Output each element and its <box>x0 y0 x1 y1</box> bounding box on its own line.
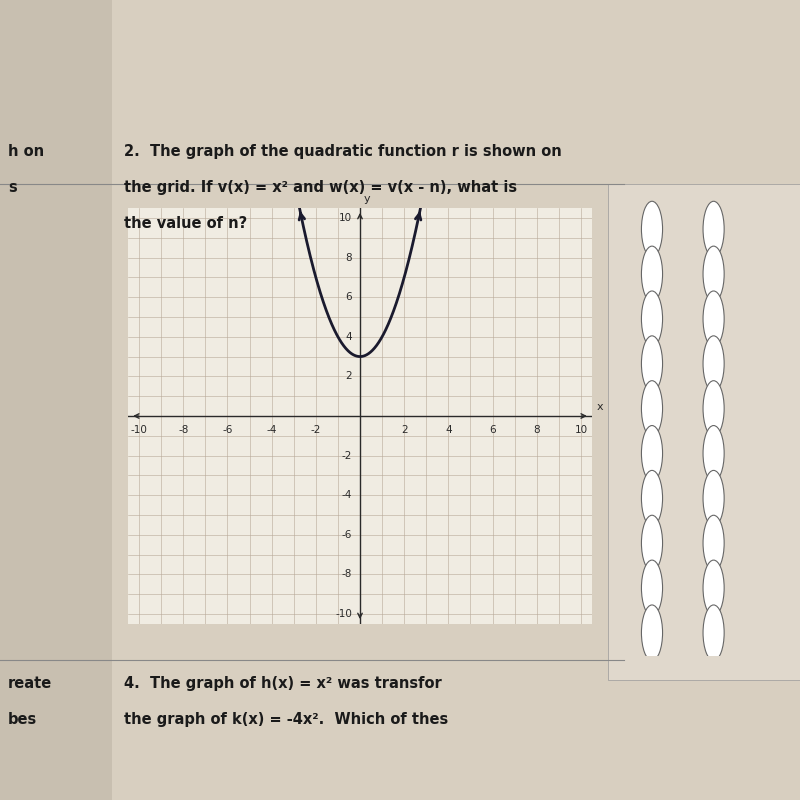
Text: 4: 4 <box>445 425 452 435</box>
Circle shape <box>642 560 662 616</box>
Text: h on: h on <box>8 144 44 159</box>
Text: -4: -4 <box>342 490 352 500</box>
Text: 6: 6 <box>346 292 352 302</box>
Text: 10: 10 <box>574 425 587 435</box>
Text: 10: 10 <box>339 213 352 223</box>
Text: 2.  The graph of the quadratic function r is shown on: 2. The graph of the quadratic function r… <box>124 144 562 159</box>
Text: -2: -2 <box>342 450 352 461</box>
Text: -10: -10 <box>130 425 147 435</box>
Text: s: s <box>8 180 17 195</box>
Text: -4: -4 <box>266 425 277 435</box>
Text: 4.  The graph of h(x) = x² was transfor: 4. The graph of h(x) = x² was transfor <box>124 676 442 691</box>
Circle shape <box>703 470 724 526</box>
Circle shape <box>642 336 662 391</box>
Circle shape <box>703 381 724 436</box>
Text: -10: -10 <box>335 609 352 619</box>
Circle shape <box>703 336 724 391</box>
Text: the grid. If v(x) = x² and w(x) = v(x - n), what is: the grid. If v(x) = x² and w(x) = v(x - … <box>124 180 517 195</box>
Text: x: x <box>597 402 603 412</box>
Text: 6: 6 <box>490 425 496 435</box>
Text: -8: -8 <box>342 570 352 579</box>
Circle shape <box>642 202 662 257</box>
Text: -2: -2 <box>310 425 321 435</box>
Text: 2: 2 <box>346 371 352 382</box>
Circle shape <box>703 291 724 346</box>
Text: -6: -6 <box>222 425 233 435</box>
Text: 4: 4 <box>346 332 352 342</box>
Circle shape <box>642 246 662 302</box>
Text: 2: 2 <box>401 425 407 435</box>
Text: -6: -6 <box>342 530 352 540</box>
Circle shape <box>642 515 662 571</box>
Circle shape <box>703 426 724 482</box>
Circle shape <box>703 202 724 257</box>
Circle shape <box>703 246 724 302</box>
Circle shape <box>703 560 724 616</box>
Text: 8: 8 <box>534 425 540 435</box>
Circle shape <box>703 515 724 571</box>
Circle shape <box>642 426 662 482</box>
Text: bes: bes <box>8 712 38 727</box>
Circle shape <box>642 291 662 346</box>
Circle shape <box>642 605 662 661</box>
Text: reate: reate <box>8 676 52 691</box>
Text: the graph of k(x) = -4x².  Which of thes: the graph of k(x) = -4x². Which of thes <box>124 712 448 727</box>
Text: -8: -8 <box>178 425 189 435</box>
Circle shape <box>703 605 724 661</box>
Text: the value of n?: the value of n? <box>124 216 247 231</box>
Text: 8: 8 <box>346 253 352 262</box>
Circle shape <box>642 381 662 436</box>
Text: y: y <box>363 194 370 204</box>
Circle shape <box>642 470 662 526</box>
